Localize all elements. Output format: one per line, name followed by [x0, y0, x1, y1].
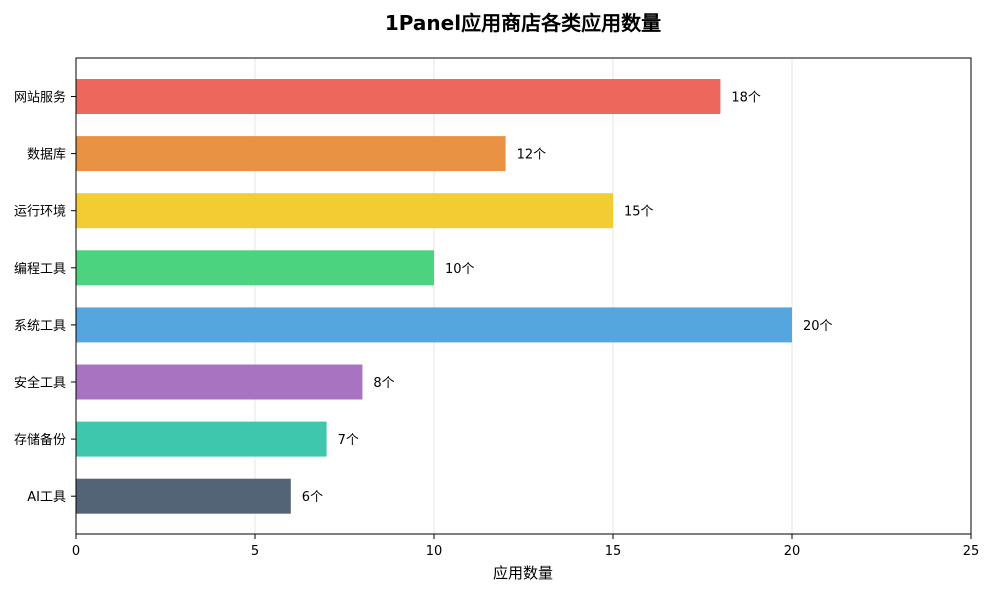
bar-4	[76, 307, 792, 343]
bar-5	[76, 364, 363, 400]
category-label: 网站服务	[14, 90, 66, 106]
chart-title: 1Panel应用商店各类应用数量	[385, 11, 661, 35]
data-label: 20个	[803, 319, 833, 334]
bar-3	[76, 250, 434, 286]
data-label: 8个	[373, 376, 394, 391]
data-labels: 18个 12个 15个 10个 20个 8个 7个 6个	[302, 91, 833, 506]
data-label: 6个	[302, 490, 323, 505]
bar-7	[76, 478, 291, 514]
x-tick-label: 5	[251, 544, 259, 559]
x-tick-label: 15	[605, 544, 622, 559]
plot-frame	[75, 57, 972, 535]
bars	[76, 79, 792, 514]
x-axis-label: 应用数量	[493, 564, 553, 582]
data-label: 18个	[731, 91, 761, 106]
bar-0	[76, 79, 721, 114]
category-label: 系统工具	[14, 319, 66, 334]
data-label: 7个	[338, 433, 359, 448]
x-tick-label: 20	[784, 544, 801, 559]
category-label: 安全工具	[14, 375, 66, 391]
grid-lines	[75, 58, 972, 534]
category-label: 运行环境	[14, 205, 66, 220]
x-tick-label: 25	[963, 544, 980, 559]
x-tick-label: 10	[426, 544, 443, 559]
category-label: AI工具	[27, 490, 66, 505]
category-label: 存储备份	[14, 432, 66, 448]
category-label: 数据库	[27, 147, 66, 163]
bar-6	[76, 421, 327, 457]
bar-2	[76, 193, 613, 229]
category-label: 编程工具	[14, 262, 66, 277]
x-tick-label: 0	[72, 544, 80, 559]
data-label: 15个	[624, 205, 654, 220]
bar-1	[76, 136, 506, 172]
x-axis-ticks: 0 5 10 15 20 25	[72, 534, 979, 559]
data-label: 12个	[517, 148, 547, 163]
data-label: 10个	[445, 262, 475, 277]
